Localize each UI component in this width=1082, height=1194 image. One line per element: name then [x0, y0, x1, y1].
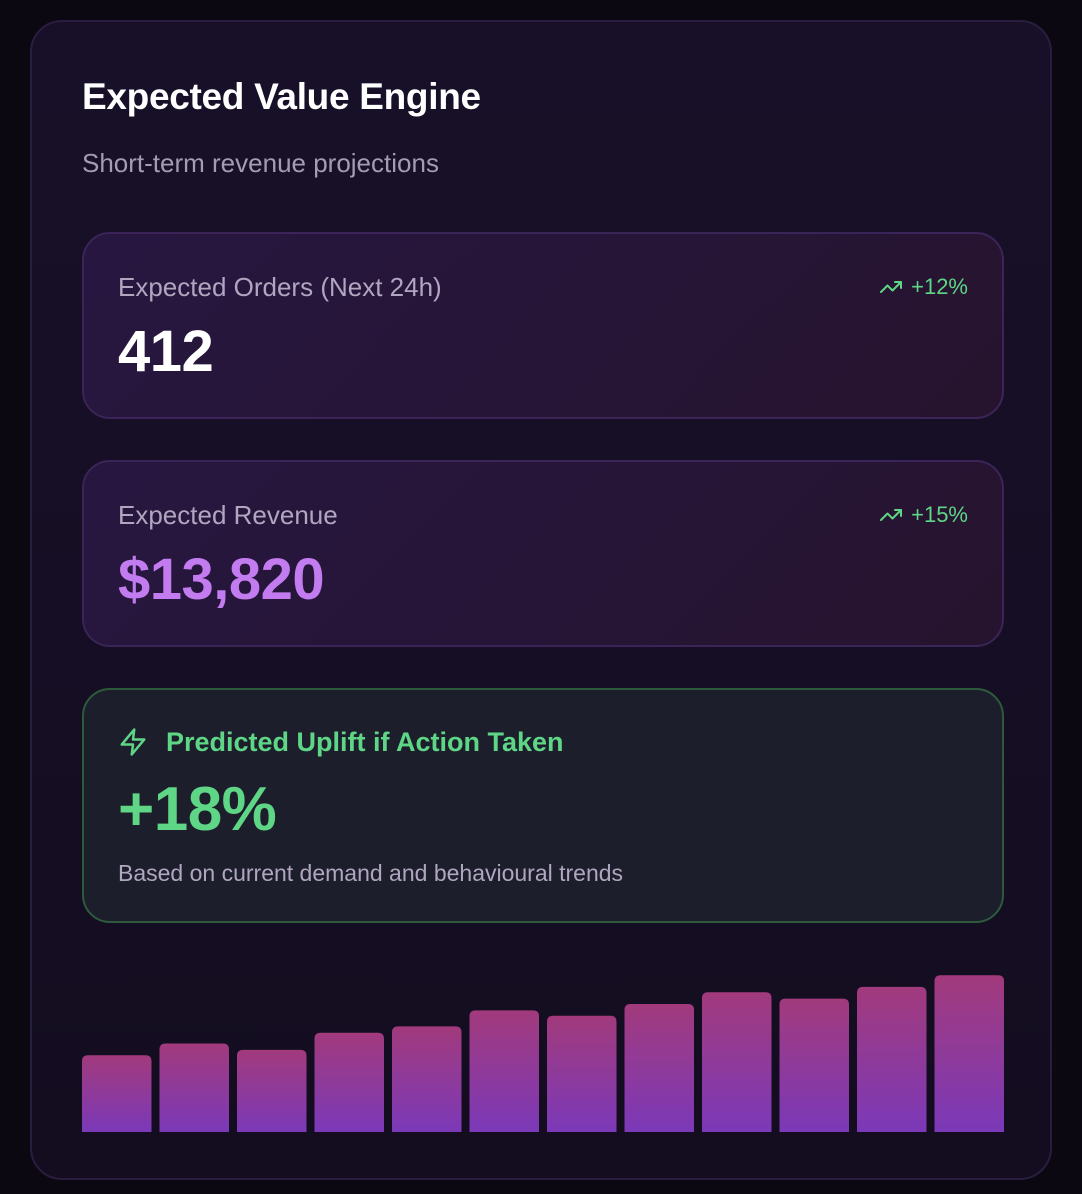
chart-bar	[934, 975, 1004, 1132]
expected-orders-value: 412	[118, 319, 214, 384]
trending-up-icon	[880, 509, 903, 521]
predicted-uplift-card: Predicted Uplift if Action Taken +18% Ba…	[82, 688, 1004, 923]
revenue-trend-badge: +15%	[879, 502, 968, 528]
panel-title: Expected Value Engine	[82, 76, 481, 117]
chart-bar	[469, 1010, 539, 1132]
chart-bar	[159, 1043, 229, 1132]
expected-orders-label: Expected Orders (Next 24h)	[118, 272, 442, 302]
expected-orders-card: Expected Orders (Next 24h) +12% 412	[82, 232, 1004, 419]
chart-bar	[702, 992, 772, 1132]
chart-bar	[547, 1015, 617, 1132]
chart-bar	[779, 998, 849, 1132]
lightning-bolt-icon	[120, 728, 146, 756]
uplift-header: Predicted Uplift if Action Taken	[118, 726, 564, 758]
expected-revenue-card: Expected Revenue +15% $13,820	[82, 460, 1004, 647]
chart-bar	[392, 1026, 462, 1132]
uplift-note: Based on current demand and behavioural …	[118, 860, 624, 886]
chart-bar	[314, 1032, 384, 1132]
uplift-title: Predicted Uplift if Action Taken	[166, 726, 564, 757]
revenue-bar-chart	[82, 972, 1004, 1132]
chart-bar	[857, 986, 927, 1132]
revenue-trend-value: +15%	[911, 502, 968, 527]
chart-bar	[624, 1004, 694, 1132]
chart-bar	[237, 1049, 307, 1132]
orders-trend-value: +12%	[911, 274, 968, 299]
expected-revenue-label: Expected Revenue	[118, 500, 338, 530]
expected-revenue-value: $13,820	[118, 547, 325, 612]
bar-chart-svg	[82, 975, 1004, 1132]
expected-value-panel: Expected Value Engine Short-term revenue…	[30, 20, 1052, 1180]
trending-up-icon	[880, 281, 903, 293]
uplift-value: +18%	[118, 775, 277, 844]
orders-trend-badge: +12%	[879, 274, 968, 300]
chart-bar	[82, 1055, 152, 1132]
panel-subtitle: Short-term revenue projections	[82, 148, 439, 178]
